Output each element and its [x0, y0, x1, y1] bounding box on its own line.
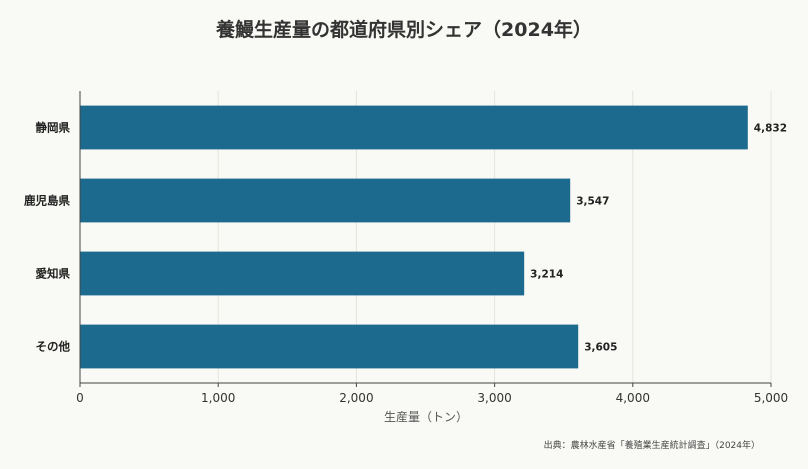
- category-label: 静岡県: [36, 121, 71, 135]
- category-label: 愛知県: [36, 267, 71, 281]
- data-label: 4,832: [754, 123, 787, 135]
- category-label: その他: [36, 340, 71, 354]
- data-label: 3,547: [576, 196, 609, 208]
- bar: [80, 251, 525, 296]
- x-tick-label: 1,000: [201, 391, 235, 405]
- x-tick-label: 4,000: [616, 391, 650, 405]
- bar: [80, 324, 579, 369]
- bar: [80, 105, 748, 150]
- x-tick-label: 0: [76, 391, 84, 405]
- category-label: 鹿児島県: [24, 194, 70, 208]
- x-axis-label: 生産量（トン）: [384, 409, 468, 424]
- bars: 4,832 静岡県 3,547 鹿児島県 3,214 愛知県 3,605 その他: [24, 105, 787, 369]
- data-label: 3,605: [584, 342, 617, 354]
- bar: [80, 178, 571, 223]
- x-tick-label: 5,000: [754, 391, 788, 405]
- chart-title: 養鰻生産量の都道府県別シェア（2024年）: [215, 18, 592, 41]
- x-tick-label: 2,000: [339, 391, 373, 405]
- x-axis: 0 1,000 2,000 3,000 4,000 5,000: [76, 91, 788, 405]
- source-note: 出典：農林水産省「養殖業生産統計調査」（2024年）: [544, 439, 760, 451]
- x-tick-label: 3,000: [477, 391, 511, 405]
- data-label: 3,214: [530, 269, 563, 281]
